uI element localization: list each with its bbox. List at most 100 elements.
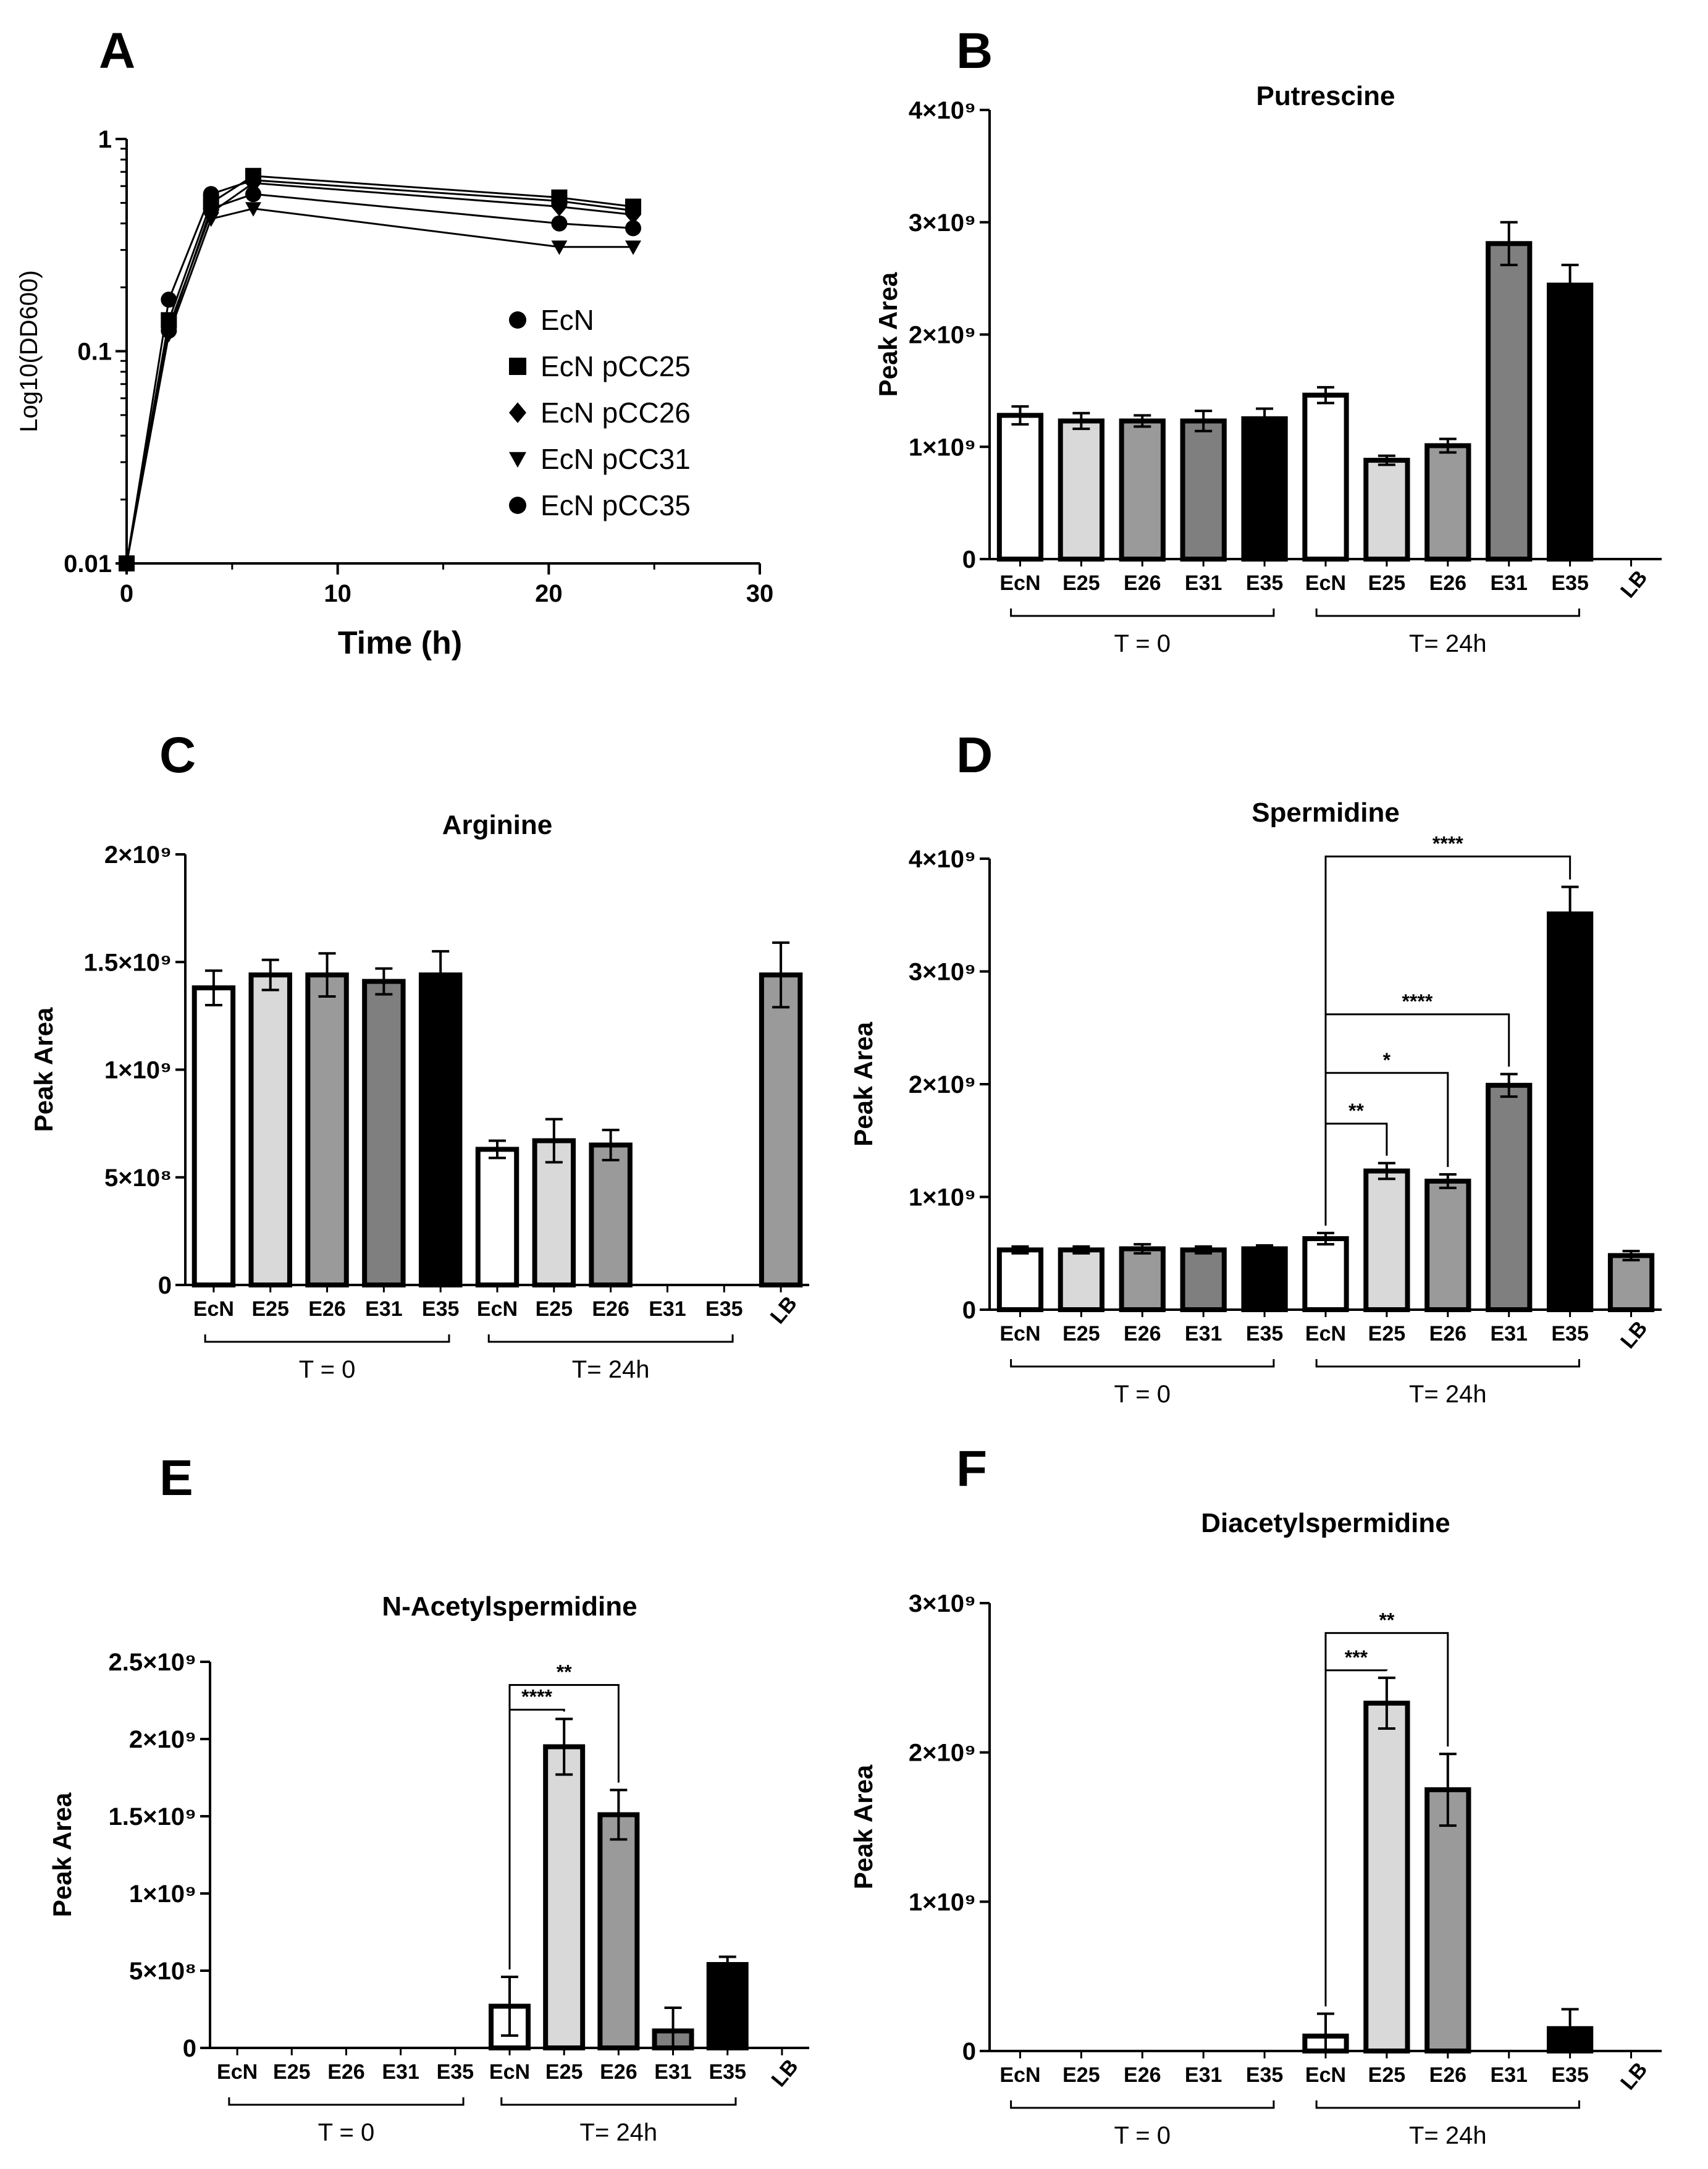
y-tick-label: 2×10⁹	[104, 841, 172, 869]
bar-e25-1	[1058, 1247, 1104, 1313]
bar-e26-7	[1424, 1178, 1471, 1312]
x-tick-label: EcN	[477, 1297, 518, 1321]
bar-ecn-5	[1302, 392, 1349, 562]
x-tick-label: EcN	[193, 1297, 234, 1321]
data-point	[245, 202, 261, 217]
y-tick-label: 1.5×10⁹	[84, 949, 172, 976]
x-tick-label: 0	[120, 580, 133, 607]
group-bracket	[1315, 2100, 1580, 2109]
y-tick-label: 1×10⁹	[909, 434, 976, 461]
y-tick-label: 0	[158, 1272, 172, 1299]
series-line-0	[125, 179, 634, 564]
bar-e25-1	[248, 972, 292, 1288]
data-point	[119, 555, 135, 571]
significance-label: *	[1383, 1049, 1391, 1071]
y-tick-label: 5×10⁸	[129, 1958, 196, 1985]
x-tick-label: E26	[592, 1297, 629, 1321]
bar-e26-2	[305, 972, 349, 1288]
group-bracket	[487, 1334, 734, 1343]
bar-lb-10	[759, 972, 803, 1288]
x-tick-label: E26	[327, 2060, 365, 2084]
x-tick-label: E31	[1490, 2063, 1528, 2087]
chart-title: Diacetylspermidine	[1201, 1508, 1450, 1538]
data-point	[161, 322, 177, 339]
x-tick-label: E31	[1490, 571, 1528, 595]
x-tick-label: EcN	[1305, 571, 1346, 595]
group-bracket	[204, 1334, 450, 1343]
x-tick-label: E26	[1429, 1322, 1467, 1346]
y-tick-label: 1×10⁹	[104, 1057, 172, 1084]
x-tick-label: E26	[308, 1297, 346, 1321]
y-tick-label: 2.5×10⁹	[109, 1649, 196, 1676]
panel-letter: A	[99, 23, 135, 79]
bar-lb-10	[1607, 1253, 1655, 1313]
significance-label: **	[1379, 1609, 1394, 1631]
bar-e35-4	[418, 972, 463, 1288]
group-bracket	[500, 2097, 737, 2106]
data-point	[625, 240, 641, 255]
x-tick-label: E26	[1429, 2063, 1467, 2087]
x-tick-label: E26	[1124, 1322, 1161, 1346]
y-axis-label: Log10(DD600)	[15, 270, 43, 432]
x-tick-label: E35	[1551, 2063, 1589, 2087]
panel-letter: C	[159, 727, 196, 783]
y-tick-label: 3×10⁹	[909, 1590, 976, 1617]
chart-title: Spermidine	[1252, 798, 1400, 828]
bar-e35-4	[1241, 1246, 1288, 1312]
x-tick-label: E35	[705, 1297, 743, 1321]
legend-marker	[509, 497, 526, 514]
chart-title: Putrescine	[1256, 81, 1395, 111]
y-axis-label: Peak Area	[849, 1764, 878, 1889]
data-point	[203, 200, 219, 217]
significance-label: ****	[1432, 832, 1463, 854]
group-label: T = 0	[299, 1356, 356, 1383]
bar-e26-2	[1119, 1246, 1166, 1312]
significance-label: **	[1348, 1100, 1364, 1122]
x-tick-label: EcN	[999, 1322, 1040, 1346]
y-tick-label: 1	[98, 126, 112, 153]
significance-label: ***	[1345, 1646, 1368, 1669]
legend-label: EcN pCC31	[541, 443, 691, 475]
significance-label: **	[557, 1661, 572, 1683]
group-label: T= 24h	[1409, 630, 1487, 657]
y-tick-label: 0	[962, 2038, 976, 2065]
y-axis-label: Peak Area	[849, 1022, 878, 1147]
x-tick-label: E31	[1185, 2063, 1222, 2087]
series-line-4	[125, 193, 634, 564]
x-tick-label: LB	[1616, 1316, 1652, 1353]
bar-e25-6	[1363, 1700, 1410, 2054]
legend-label: EcN pCC26	[541, 397, 691, 429]
x-tick-label: E25	[1062, 1322, 1100, 1346]
bar-ecn-5	[1302, 1236, 1349, 1313]
bar-e25-6	[543, 1744, 586, 2050]
bar-e35-9	[1547, 911, 1594, 1313]
x-tick-label: E31	[1490, 1322, 1528, 1346]
x-tick-label: E35	[1551, 1322, 1589, 1346]
x-tick-label: E35	[437, 2060, 474, 2084]
legend-marker	[509, 452, 526, 468]
x-tick-label: 10	[324, 580, 351, 607]
panel-letter: E	[159, 1450, 193, 1506]
group-bracket	[1010, 1359, 1275, 1368]
data-point	[625, 204, 641, 225]
legend-marker	[509, 311, 526, 329]
x-tick-label: E31	[654, 2060, 692, 2084]
bar-ecn-0	[996, 1247, 1044, 1313]
chart-title: Arginine	[442, 810, 552, 840]
y-axis-label: Peak Area	[48, 1792, 77, 1917]
bar-e31-8	[1486, 241, 1533, 562]
panel-d-spermidine: D Spermidine 0 1×10⁹ 2×10⁹ 3×10⁹ 4×10⁹ Peak Are…	[849, 727, 1662, 1408]
y-tick-label: 2×10⁹	[129, 1726, 196, 1753]
x-tick-label: EcN	[1305, 1322, 1346, 1346]
data-point	[625, 220, 641, 237]
bar-e26-7	[589, 1142, 633, 1287]
y-tick-label: 4×10⁹	[909, 846, 976, 873]
legend-label: EcN	[541, 304, 594, 336]
x-tick-label: E31	[1185, 1322, 1222, 1346]
y-tick-label: 4×10⁹	[909, 97, 976, 124]
y-tick-label: 5×10⁸	[104, 1165, 172, 1192]
x-tick-label: E25	[251, 1297, 289, 1321]
x-tick-label: E25	[273, 2060, 311, 2084]
x-tick-label: EcN	[1305, 2063, 1346, 2087]
group-label: T= 24h	[1409, 1381, 1487, 1408]
